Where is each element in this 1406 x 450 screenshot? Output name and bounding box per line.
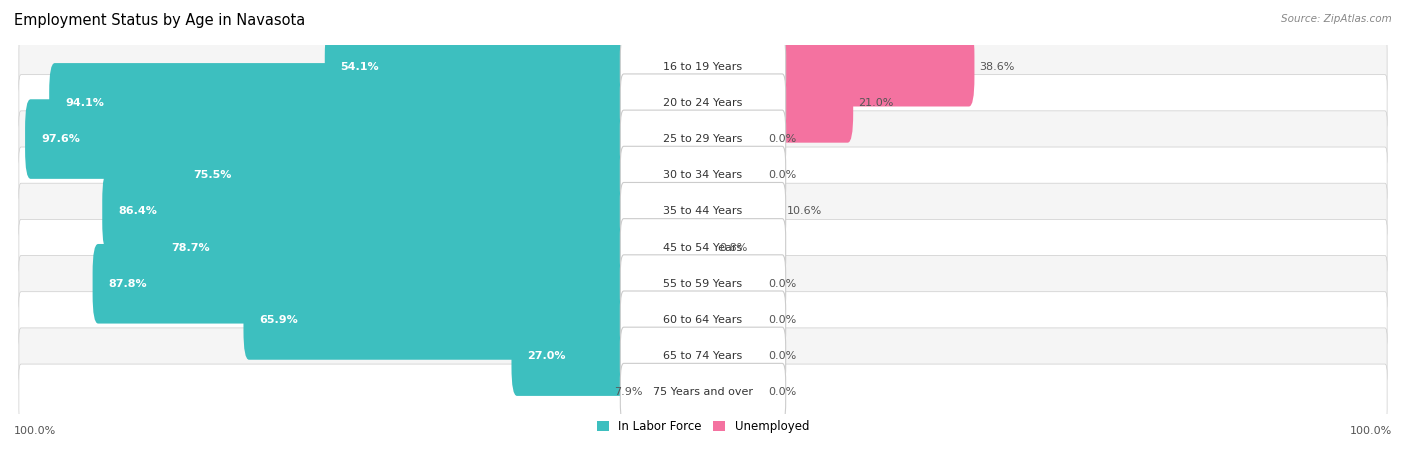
Text: Employment Status by Age in Navasota: Employment Status by Age in Navasota	[14, 14, 305, 28]
Text: Source: ZipAtlas.com: Source: ZipAtlas.com	[1281, 14, 1392, 23]
Text: 38.6%: 38.6%	[979, 62, 1015, 72]
FancyBboxPatch shape	[49, 63, 709, 143]
Text: 87.8%: 87.8%	[108, 279, 148, 289]
FancyBboxPatch shape	[93, 244, 709, 324]
FancyBboxPatch shape	[697, 27, 974, 107]
FancyBboxPatch shape	[620, 327, 786, 385]
Text: 45 to 54 Years: 45 to 54 Years	[664, 243, 742, 252]
Text: 21.0%: 21.0%	[858, 98, 893, 108]
FancyBboxPatch shape	[620, 363, 786, 421]
Text: 0.0%: 0.0%	[769, 315, 797, 325]
Text: 100.0%: 100.0%	[1350, 427, 1392, 436]
Text: 0.0%: 0.0%	[769, 134, 797, 144]
FancyBboxPatch shape	[18, 292, 1388, 348]
FancyBboxPatch shape	[697, 171, 782, 251]
FancyBboxPatch shape	[18, 183, 1388, 240]
Text: 25 to 29 Years: 25 to 29 Years	[664, 134, 742, 144]
Text: 60 to 64 Years: 60 to 64 Years	[664, 315, 742, 325]
FancyBboxPatch shape	[325, 27, 709, 107]
FancyBboxPatch shape	[620, 74, 786, 132]
Text: 10.6%: 10.6%	[786, 207, 821, 216]
FancyBboxPatch shape	[697, 244, 763, 324]
Text: 16 to 19 Years: 16 to 19 Years	[664, 62, 742, 72]
Text: 75.5%: 75.5%	[193, 170, 232, 180]
Text: 0.0%: 0.0%	[769, 387, 797, 397]
Text: 75 Years and over: 75 Years and over	[652, 387, 754, 397]
Text: 78.7%: 78.7%	[172, 243, 209, 252]
FancyBboxPatch shape	[18, 147, 1388, 203]
FancyBboxPatch shape	[18, 256, 1388, 312]
FancyBboxPatch shape	[697, 99, 763, 179]
Text: 30 to 34 Years: 30 to 34 Years	[664, 170, 742, 180]
Text: 65 to 74 Years: 65 to 74 Years	[664, 351, 742, 361]
FancyBboxPatch shape	[18, 39, 1388, 95]
FancyBboxPatch shape	[512, 316, 709, 396]
Text: 94.1%: 94.1%	[65, 98, 104, 108]
FancyBboxPatch shape	[620, 182, 786, 240]
FancyBboxPatch shape	[620, 219, 786, 277]
FancyBboxPatch shape	[18, 111, 1388, 167]
FancyBboxPatch shape	[620, 38, 786, 96]
Text: 35 to 44 Years: 35 to 44 Years	[664, 207, 742, 216]
Text: 27.0%: 27.0%	[527, 351, 565, 361]
FancyBboxPatch shape	[643, 352, 709, 432]
FancyBboxPatch shape	[620, 255, 786, 313]
Text: 86.4%: 86.4%	[118, 207, 157, 216]
Text: 65.9%: 65.9%	[259, 315, 298, 325]
Text: 0.8%: 0.8%	[718, 243, 747, 252]
Text: 0.0%: 0.0%	[769, 351, 797, 361]
FancyBboxPatch shape	[103, 171, 709, 251]
FancyBboxPatch shape	[155, 208, 709, 288]
Text: 97.6%: 97.6%	[41, 134, 80, 144]
Text: 55 to 59 Years: 55 to 59 Years	[664, 279, 742, 289]
FancyBboxPatch shape	[18, 219, 1388, 276]
FancyBboxPatch shape	[620, 291, 786, 349]
Text: 0.0%: 0.0%	[769, 279, 797, 289]
FancyBboxPatch shape	[620, 146, 786, 204]
FancyBboxPatch shape	[620, 110, 786, 168]
FancyBboxPatch shape	[697, 208, 714, 288]
FancyBboxPatch shape	[177, 135, 709, 215]
Text: 54.1%: 54.1%	[340, 62, 380, 72]
FancyBboxPatch shape	[18, 328, 1388, 384]
FancyBboxPatch shape	[697, 352, 763, 432]
FancyBboxPatch shape	[243, 280, 709, 360]
FancyBboxPatch shape	[697, 135, 763, 215]
Text: 100.0%: 100.0%	[14, 427, 56, 436]
Legend: In Labor Force, Unemployed: In Labor Force, Unemployed	[592, 415, 814, 437]
Text: 7.9%: 7.9%	[614, 387, 643, 397]
FancyBboxPatch shape	[25, 99, 709, 179]
FancyBboxPatch shape	[18, 364, 1388, 420]
Text: 20 to 24 Years: 20 to 24 Years	[664, 98, 742, 108]
FancyBboxPatch shape	[18, 75, 1388, 131]
FancyBboxPatch shape	[697, 280, 763, 360]
Text: 0.0%: 0.0%	[769, 170, 797, 180]
FancyBboxPatch shape	[697, 316, 763, 396]
FancyBboxPatch shape	[697, 63, 853, 143]
